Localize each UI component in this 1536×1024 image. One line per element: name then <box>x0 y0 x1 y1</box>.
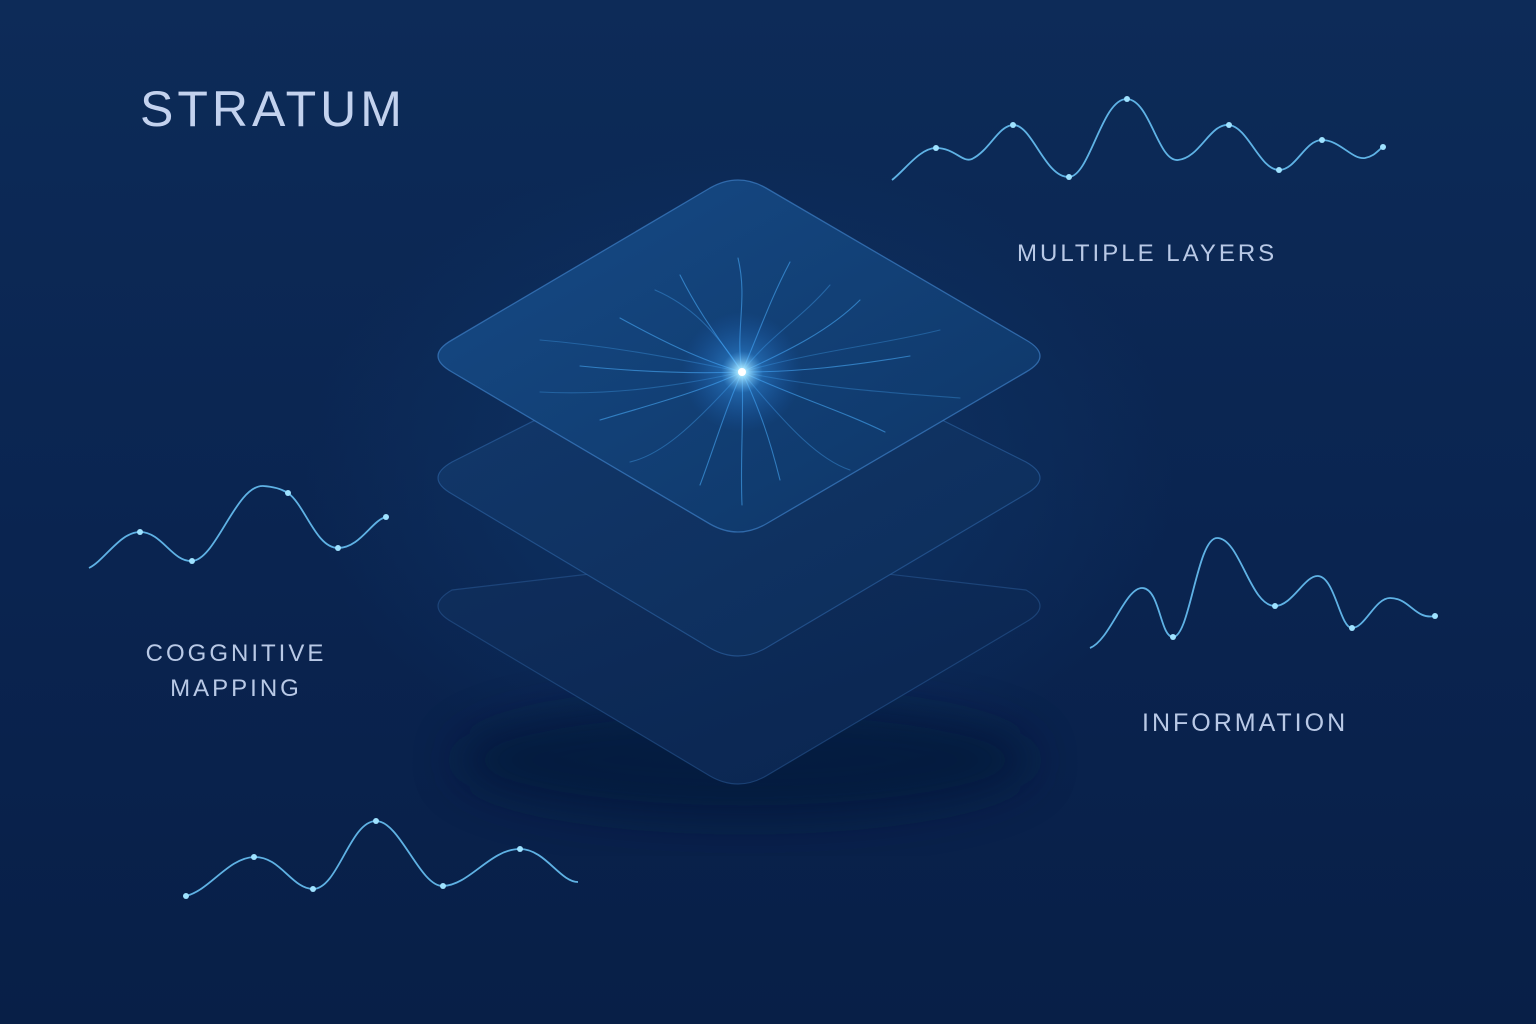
brand-title: STRATUM <box>140 81 406 137</box>
signal-wave-icon <box>891 96 1386 181</box>
signal-wave-icon <box>1089 537 1438 649</box>
label-cognitive-line1: COGGNITIVE <box>145 640 327 667</box>
label-cognitive-line2: MAPPING <box>170 675 302 702</box>
signal-wave-icon <box>183 818 579 899</box>
label-cognitive-mapping: COGGNITIVE MAPPING <box>118 636 354 706</box>
signal-wave-icon <box>88 485 389 569</box>
label-multiple-layers: MULTIPLE LAYERS <box>1017 240 1278 267</box>
stacked-layers-icon <box>437 179 1041 820</box>
label-information: INFORMATION <box>1142 709 1349 737</box>
